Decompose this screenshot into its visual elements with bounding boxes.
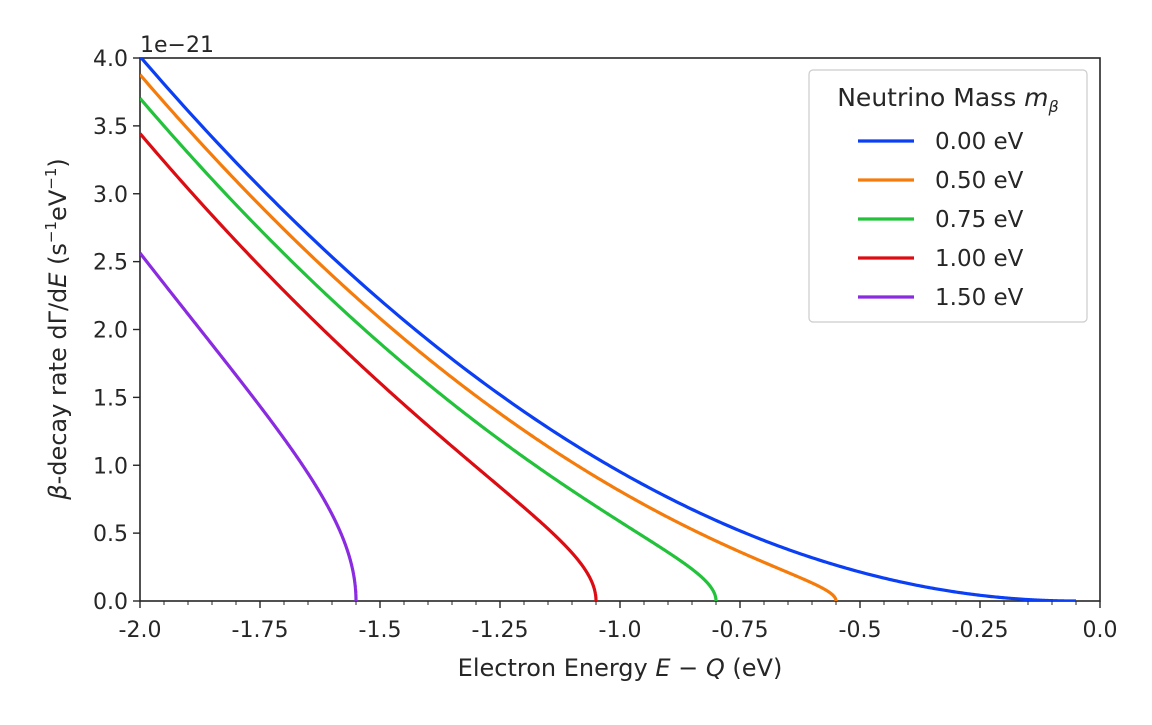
legend: Neutrino Mass mβ 0.00 eV 0.50 eV 0.75 eV 1.… xyxy=(808,69,1088,323)
x-tick-label: -1.0 xyxy=(599,618,642,643)
y-tick-label: 3.0 xyxy=(93,183,128,208)
y-tick-label: 0.5 xyxy=(93,522,128,547)
y-tick-label: 2.0 xyxy=(93,319,128,344)
x-tick-label: -2.0 xyxy=(119,618,162,643)
legend-label-4: 1.50 eV xyxy=(935,285,1024,311)
legend-label-2: 0.75 eV xyxy=(935,207,1024,233)
y-axis-label: β-decay rate dΓ/dE (s−1eV−1) xyxy=(42,158,72,501)
y-tick-label: 0.0 xyxy=(93,590,128,615)
x-tick-label: -1.75 xyxy=(232,618,289,643)
legend-title: Neutrino Mass mβ xyxy=(837,83,1059,116)
y-offset-text: 1e−21 xyxy=(140,33,214,58)
series-line-3 xyxy=(140,132,598,601)
legend-entries: 0.00 eV 0.50 eV 0.75 eV 1.00 eV 1.50 eV xyxy=(858,129,1024,311)
series-line-2 xyxy=(140,97,718,601)
series-line-4 xyxy=(140,252,358,601)
x-tick-label: -0.25 xyxy=(952,618,1009,643)
series-lines xyxy=(140,58,1078,601)
x-axis-label: Electron Energy E − Q (eV) xyxy=(458,654,783,682)
x-tick-label: 0.0 xyxy=(1083,618,1118,643)
y-tick-label: 1.5 xyxy=(93,386,128,411)
y-tick-label: 1.0 xyxy=(93,454,128,479)
series-line-0 xyxy=(140,58,1078,601)
x-tick-label: -0.75 xyxy=(712,618,769,643)
y-tick-label: 4.0 xyxy=(93,47,128,72)
x-tick-label: -1.25 xyxy=(472,618,529,643)
x-axis-ticks: -2.0 -1.75 -1.5 -1.25 -1.0 -0.75 -0.5 -0.25 0.0 xyxy=(119,601,1118,643)
series-line-1 xyxy=(140,73,838,601)
legend-label-3: 1.00 eV xyxy=(935,246,1024,272)
y-tick-label: 3.5 xyxy=(93,115,128,140)
legend-label-1: 0.50 eV xyxy=(935,168,1024,194)
x-tick-label: -1.5 xyxy=(359,618,402,643)
y-axis-ticks: 0.0 0.5 1.0 1.5 2.0 2.5 3.0 3.5 4.0 xyxy=(93,47,140,615)
y-tick-label: 2.5 xyxy=(93,251,128,276)
x-tick-label: -0.5 xyxy=(839,618,882,643)
legend-label-0: 0.00 eV xyxy=(935,129,1024,155)
